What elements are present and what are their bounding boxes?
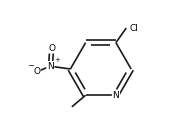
- Text: N: N: [47, 62, 54, 71]
- Text: O: O: [48, 44, 55, 53]
- Text: N: N: [113, 91, 119, 100]
- Text: Cl: Cl: [130, 23, 139, 33]
- Text: O: O: [33, 67, 40, 76]
- Text: +: +: [54, 57, 60, 63]
- Text: −: −: [27, 61, 34, 70]
